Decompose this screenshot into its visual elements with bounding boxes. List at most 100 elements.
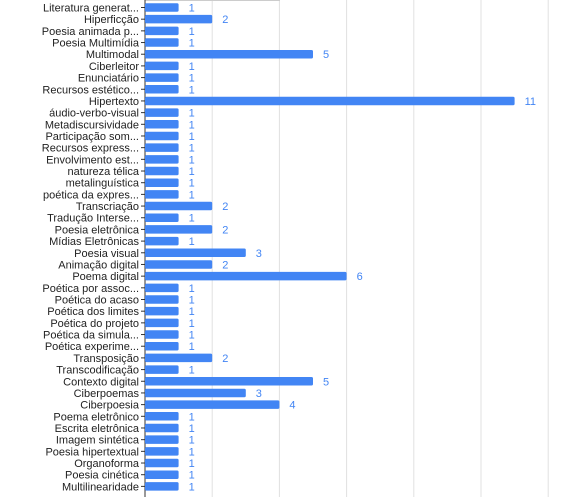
bar xyxy=(145,470,179,479)
data-label: 1 xyxy=(189,84,195,96)
bar xyxy=(145,260,213,269)
category-label: Multimodal xyxy=(86,49,139,61)
category-label: Enunciatário xyxy=(78,73,139,85)
bar xyxy=(145,435,179,444)
category-label: Poética da simula... xyxy=(43,330,139,342)
data-label: 1 xyxy=(189,189,195,201)
category-label: Mídias Eletrônicas xyxy=(49,236,139,248)
bar xyxy=(145,388,246,398)
bar xyxy=(145,14,213,24)
data-label: 1 xyxy=(189,154,195,166)
data-label: 3 xyxy=(256,248,262,260)
bar xyxy=(145,447,179,456)
category-label: Ciberleitor xyxy=(89,61,139,73)
category-label: Transcriação xyxy=(76,201,139,213)
bar xyxy=(145,377,313,386)
category-label: Poética experime... xyxy=(45,341,139,353)
bar xyxy=(145,143,179,152)
bar xyxy=(145,295,179,304)
bar xyxy=(145,400,280,409)
data-label: 4 xyxy=(289,400,295,412)
category-label: Imagem sintética xyxy=(56,435,140,447)
bar xyxy=(145,85,179,94)
data-label: 6 xyxy=(357,271,363,283)
category-label: Poética do projeto xyxy=(50,318,139,330)
category-label: natureza télica xyxy=(67,166,139,178)
bar xyxy=(145,458,179,468)
data-label: 1 xyxy=(189,236,195,248)
bar xyxy=(145,73,179,82)
category-label: Poema digital xyxy=(72,271,139,283)
category-label: Multilinearidade xyxy=(62,481,139,493)
data-label: 1 xyxy=(189,365,195,377)
bar xyxy=(145,225,213,234)
category-label: Poética por assoc... xyxy=(42,283,139,295)
category-label: Literatura generat... xyxy=(43,3,139,15)
data-label: 2 xyxy=(222,224,228,236)
data-label: 1 xyxy=(189,470,195,482)
bar xyxy=(145,412,179,421)
category-label: Poesia visual xyxy=(74,248,139,260)
bar xyxy=(145,236,179,246)
category-label: Poesia hipertextual xyxy=(45,446,139,458)
category-label: Organoforma xyxy=(74,458,140,470)
category-label: Metadiscursividade xyxy=(45,119,139,131)
bar xyxy=(145,248,246,258)
bar xyxy=(145,341,179,351)
category-label: Transposição xyxy=(73,353,139,365)
data-label: 11 xyxy=(525,96,536,108)
data-label: 1 xyxy=(189,26,195,38)
category-label: Ciberpoesia xyxy=(80,400,140,412)
gridlines xyxy=(144,0,549,497)
bars xyxy=(145,3,515,491)
bar xyxy=(145,38,179,47)
data-label: 1 xyxy=(189,411,195,423)
bar xyxy=(145,190,179,199)
bar xyxy=(145,155,179,164)
bar xyxy=(145,482,179,491)
bar xyxy=(145,271,347,281)
category-label: Poesia eletrônica xyxy=(55,224,140,236)
bar xyxy=(145,306,179,316)
data-label: 1 xyxy=(189,306,195,318)
bar xyxy=(145,283,179,293)
bar xyxy=(145,96,515,106)
data-label: 1 xyxy=(189,143,195,155)
data-label: 1 xyxy=(189,131,195,143)
bar xyxy=(145,365,179,374)
data-label: 2 xyxy=(222,259,228,271)
data-label: 1 xyxy=(189,435,195,447)
data-label: 1 xyxy=(189,61,195,73)
bar xyxy=(145,61,179,71)
category-label: Recursos estético... xyxy=(42,84,139,96)
data-label: 3 xyxy=(256,388,262,400)
category-label: áudio-verbo-visual xyxy=(49,108,139,120)
data-label: 5 xyxy=(323,49,329,61)
bar xyxy=(145,120,179,129)
category-label: Ciberpoemas xyxy=(74,388,140,400)
category-label: Tradução Interse... xyxy=(47,213,139,225)
bar xyxy=(145,330,179,339)
bar xyxy=(145,166,179,176)
bar xyxy=(145,49,313,59)
data-label: 1 xyxy=(189,3,195,15)
bar xyxy=(145,213,179,222)
data-label: 1 xyxy=(189,73,195,85)
bar xyxy=(145,423,179,433)
data-label: 1 xyxy=(189,423,195,435)
bar xyxy=(145,26,179,36)
bar xyxy=(145,131,179,141)
data-label: 1 xyxy=(189,318,195,330)
data-label: 1 xyxy=(189,330,195,342)
data-label: 1 xyxy=(189,458,195,470)
data-label: 5 xyxy=(323,376,329,388)
bar xyxy=(145,108,179,117)
category-label: Poesia cinética xyxy=(65,470,140,482)
data-label: 2 xyxy=(222,353,228,365)
data-label: 1 xyxy=(189,481,195,493)
category-label: Animação digital xyxy=(58,259,139,271)
bar xyxy=(145,353,213,363)
data-label: 2 xyxy=(222,14,228,26)
data-label: 1 xyxy=(189,213,195,225)
category-label: Envolvimento est... xyxy=(46,154,139,166)
